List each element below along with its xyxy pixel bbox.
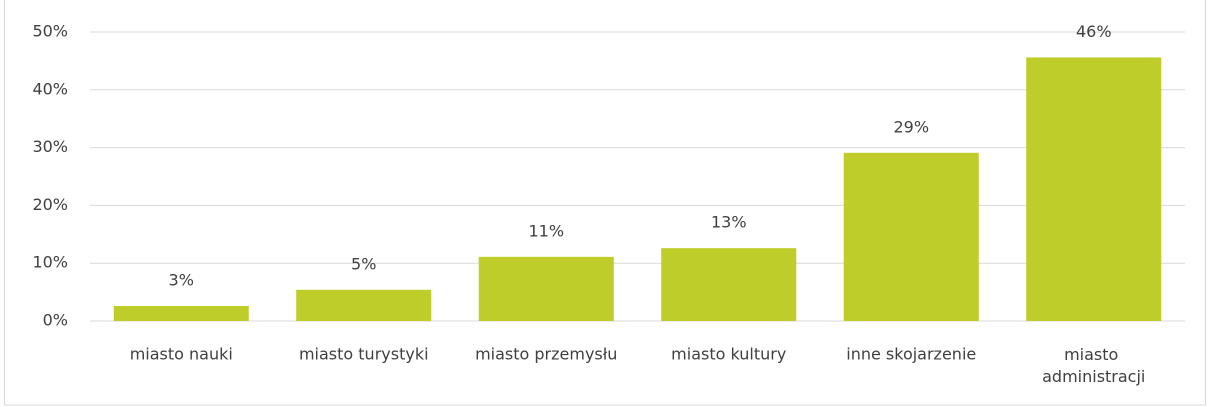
y-tick-label: 50% [32, 22, 68, 41]
y-tick-label: 20% [32, 195, 68, 214]
data-label: 3% [169, 270, 194, 289]
x-tick-label: miasto nauki [130, 345, 233, 364]
data-label: 13% [711, 213, 747, 232]
y-tick-label: 10% [32, 253, 68, 272]
bar [1026, 57, 1162, 321]
data-label: 29% [893, 117, 929, 136]
bar [296, 289, 432, 321]
x-tick-label: miasto administracji [1042, 345, 1145, 386]
bar [661, 248, 797, 321]
bar [113, 305, 249, 321]
bar [843, 152, 979, 321]
data-label: 46% [1076, 22, 1112, 41]
data-label: 5% [351, 254, 376, 273]
chart-frame [4, 0, 1206, 406]
bar [478, 256, 614, 321]
y-tick-label: 30% [32, 137, 68, 156]
x-tick-label: miasto turystyki [299, 345, 429, 364]
x-tick-label: inne skojarzenie [846, 345, 976, 364]
data-label: 11% [528, 221, 564, 240]
y-tick-label: 40% [32, 79, 68, 98]
x-tick-label: miasto przemysłu [475, 345, 617, 364]
x-tick-label: miasto kultury [671, 345, 786, 364]
y-tick-label: 0% [43, 311, 68, 330]
